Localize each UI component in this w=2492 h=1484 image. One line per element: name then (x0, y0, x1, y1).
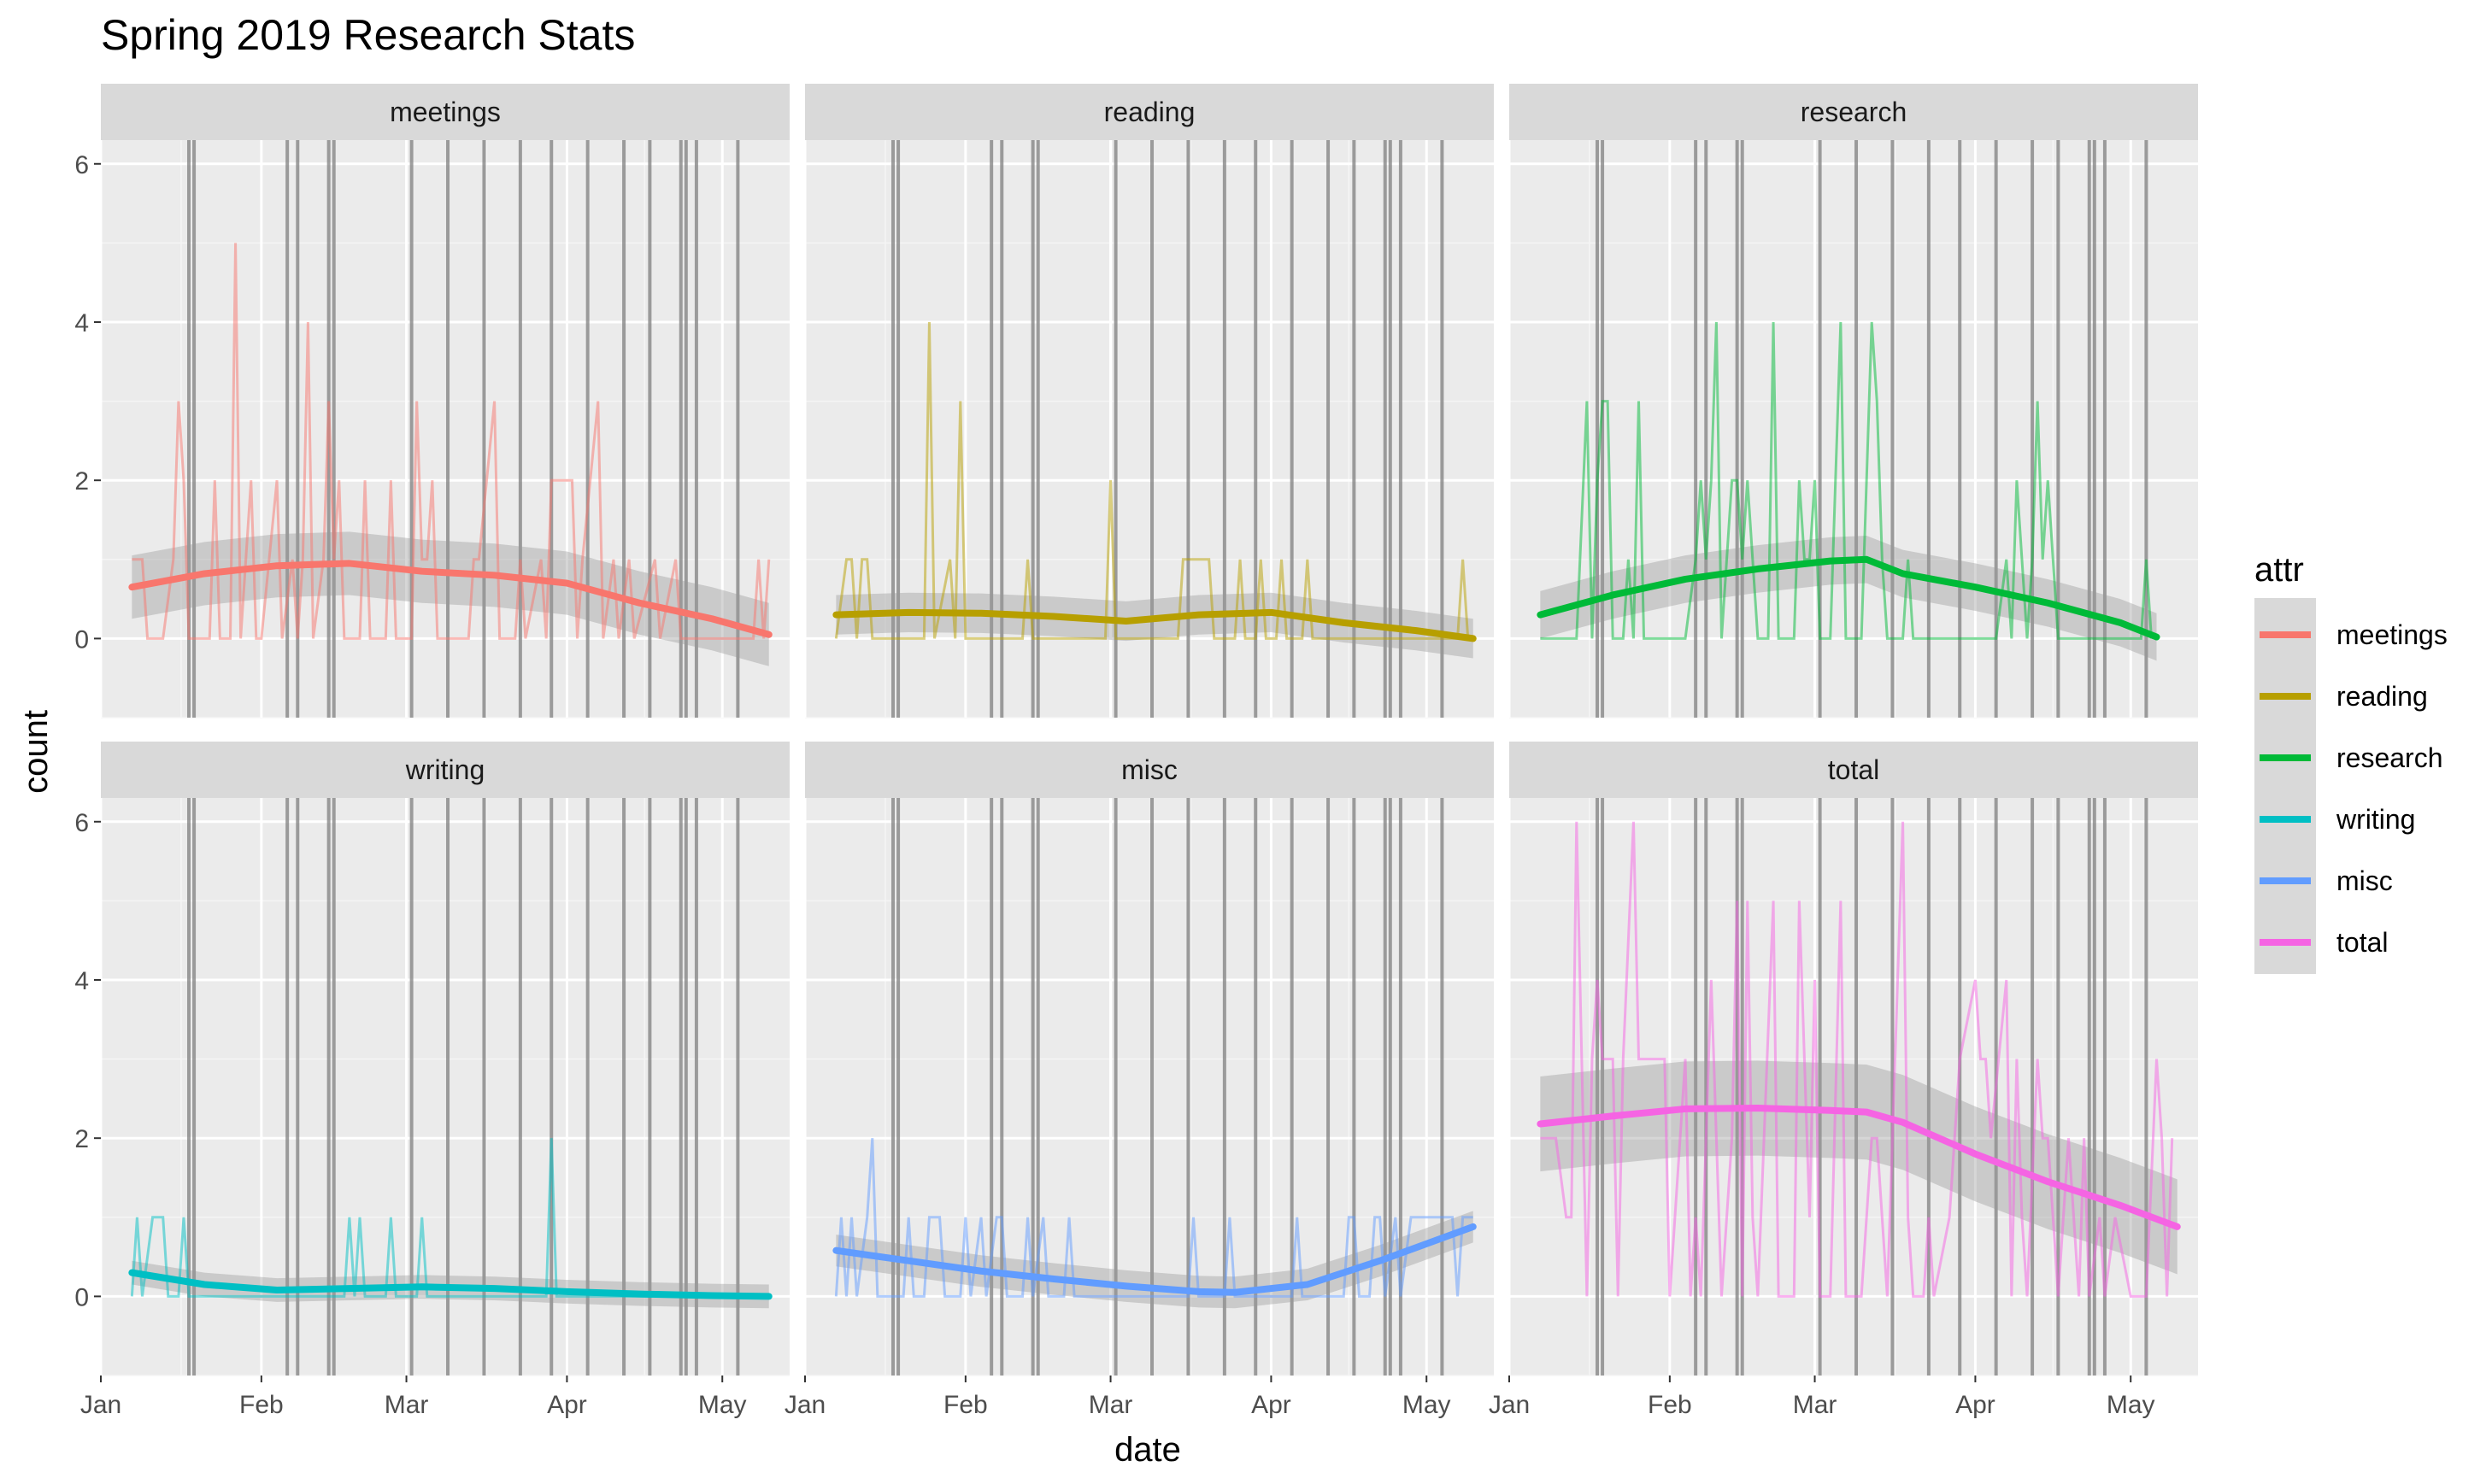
y-tick-label: 0 (74, 625, 89, 654)
series-line-meetings (132, 243, 771, 640)
x-tick-label: May (1402, 1391, 1451, 1419)
smooth-line-meetings (128, 560, 773, 638)
strip-label-meetings: meetings (390, 97, 501, 127)
y-axis-title: count (17, 710, 55, 794)
chart-title: Spring 2019 Research Stats (101, 11, 635, 59)
x-tick-label: Feb (239, 1391, 284, 1419)
series-line-total (1540, 821, 2174, 1298)
x-tick-label: Jan (785, 1391, 826, 1419)
x-tick-label: Apr (1955, 1391, 1995, 1419)
x-tick-label: Feb (1648, 1391, 1692, 1419)
y-tick-label: 6 (74, 809, 89, 837)
panel-reading: reading (803, 84, 1494, 719)
panel-background-writing (101, 798, 790, 1375)
x-tick-label: Jan (1489, 1391, 1530, 1419)
legend-item-writing: writing (2260, 804, 2415, 835)
panel-background-misc (805, 798, 1494, 1375)
legend-title: attr (2254, 551, 2304, 589)
x-tick-label: Mar (1089, 1391, 1133, 1419)
y-tick-label: 4 (74, 967, 89, 995)
panel-background-meetings (101, 140, 790, 718)
legend-item-misc: misc (2260, 865, 2393, 896)
strip-total (1509, 742, 2198, 798)
panel-misc: misc Jan Feb Mar Apr May (785, 742, 1494, 1419)
x-tick-label: May (2107, 1391, 2155, 1419)
legend: attr meetings reading research writing misc t… (2254, 551, 2448, 974)
confidence-band-total (1540, 1060, 2178, 1275)
y-tick-label: 6 (74, 151, 89, 179)
strip-label-research: research (1801, 97, 1907, 127)
series-line-research (1540, 321, 2153, 640)
legend-label-total: total (2336, 927, 2388, 958)
strip-writing (101, 742, 790, 798)
series-line-misc (834, 1138, 1473, 1298)
y-tick-label: 2 (74, 1125, 89, 1153)
legend-items: meetings reading research writing misc total (2260, 619, 2448, 958)
strip-research (1509, 84, 2198, 140)
smooth-line-misc (832, 1223, 1477, 1296)
legend-item-total: total (2260, 927, 2388, 958)
strip-meetings (101, 84, 790, 140)
y-tick-label: 4 (74, 309, 89, 337)
smooth-line-reading (832, 608, 1477, 642)
confidence-band-reading (836, 592, 1473, 659)
legend-item-reading: reading (2260, 681, 2428, 712)
panel-total: total Jan Feb Mar Apr May (1489, 742, 2198, 1419)
x-tick-label: Feb (943, 1391, 988, 1419)
panel-research: research (1508, 84, 2198, 719)
strip-label-writing: writing (405, 754, 485, 785)
panels-layer: meetings 0 2 4 6 reading research writing 0 2 4 6 Ja… (74, 84, 2198, 1419)
x-tick-label: Mar (385, 1391, 429, 1419)
panel-background-total (1509, 798, 2198, 1375)
x-tick-label: Jan (80, 1391, 121, 1419)
y-tick-label: 0 (74, 1283, 89, 1311)
smooth-line-research (1537, 555, 2160, 641)
y-tick-label: 2 (74, 467, 89, 496)
legend-label-reading: reading (2336, 681, 2428, 712)
legend-key-background (2254, 598, 2316, 974)
series-line-reading (834, 321, 1470, 640)
legend-item-research: research (2260, 742, 2443, 773)
x-tick-label: Apr (547, 1391, 587, 1419)
legend-label-research: research (2336, 742, 2443, 773)
x-tick-label: Apr (1251, 1391, 1291, 1419)
panel-writing: writing 0 2 4 6 Jan Feb Mar Apr May (74, 742, 790, 1419)
strip-label-reading: reading (1104, 97, 1196, 127)
x-tick-label: May (698, 1391, 747, 1419)
x-tick-label: Mar (1793, 1391, 1837, 1419)
strip-label-total: total (1828, 754, 1879, 785)
panel-meetings: meetings 0 2 4 6 (74, 84, 790, 719)
smooth-line-total (1537, 1105, 2181, 1230)
x-axis-title: date (1114, 1431, 1181, 1469)
legend-label-meetings: meetings (2336, 619, 2448, 650)
legend-item-meetings: meetings (2260, 619, 2448, 650)
strip-misc (805, 742, 1494, 798)
smooth-line-writing (128, 1269, 773, 1300)
legend-label-writing: writing (2336, 804, 2415, 835)
legend-label-misc: misc (2336, 865, 2393, 896)
strip-label-misc: misc (1121, 754, 1178, 785)
series-line-writing (130, 1138, 764, 1298)
strip-reading (805, 84, 1494, 140)
